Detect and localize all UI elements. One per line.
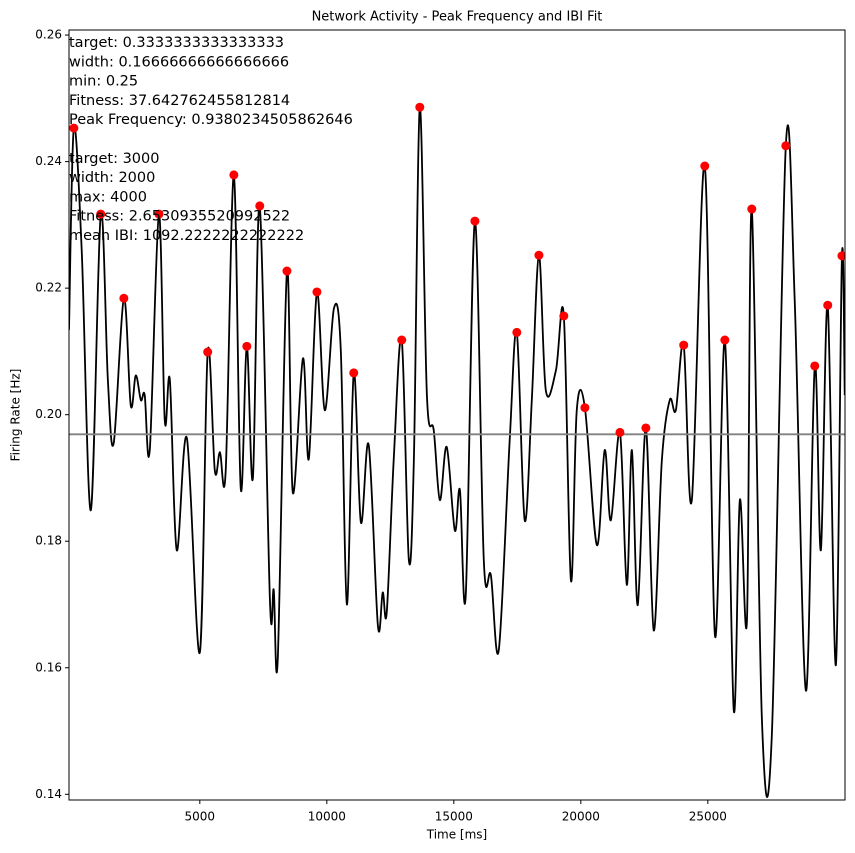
peak-marker xyxy=(154,209,164,219)
y-tick-label: 0.22 xyxy=(35,281,62,295)
peak-marker xyxy=(119,293,129,303)
peak-marker xyxy=(96,209,106,219)
peak-marker xyxy=(397,335,407,345)
peak-marker xyxy=(242,341,252,351)
peak-marker xyxy=(255,201,265,211)
annotation: Fitness: 37.642762455812814 xyxy=(69,93,290,109)
y-tick-label: 0.26 xyxy=(35,28,62,42)
annotation: width: 0.16666666666666666 xyxy=(69,54,289,70)
peak-marker xyxy=(470,216,480,226)
peak-marker xyxy=(559,311,569,321)
peak-marker xyxy=(534,250,544,260)
peak-marker xyxy=(203,347,213,357)
y-axis-label: Firing Rate [Hz] xyxy=(9,369,23,462)
annotation: min: 0.25 xyxy=(69,74,138,90)
x-tick-label: 10000 xyxy=(308,810,346,824)
peak-marker xyxy=(282,266,292,276)
annotation: Peak Frequency: 0.9380234505862646 xyxy=(69,112,353,128)
x-tick-label: 25000 xyxy=(689,810,727,824)
peak-marker xyxy=(349,368,359,378)
peak-marker xyxy=(720,335,730,345)
peak-marker xyxy=(229,170,239,180)
y-tick-label: 0.20 xyxy=(35,407,62,421)
annotation: width: 2000 xyxy=(69,170,155,186)
axes-frame xyxy=(68,29,846,801)
peak-marker xyxy=(580,403,590,413)
peak-marker xyxy=(615,427,625,437)
annotation: Fitness: 2.6530935520992522 xyxy=(69,209,290,225)
x-tick-label: 15000 xyxy=(435,810,473,824)
y-tick-label: 0.16 xyxy=(35,660,62,674)
annotation: target: 0.3333333333333333 xyxy=(69,35,284,51)
annotation: max: 4000 xyxy=(69,189,147,205)
activity-line xyxy=(69,106,845,798)
y-tick-label: 0.14 xyxy=(35,787,62,801)
peak-marker xyxy=(679,340,689,350)
y-tick-label: 0.24 xyxy=(35,154,62,168)
x-axis-label: Time [ms] xyxy=(426,828,488,842)
peak-marker xyxy=(810,361,820,371)
peak-marker xyxy=(837,251,845,261)
y-tick-label: 0.18 xyxy=(35,534,62,548)
peak-marker xyxy=(700,161,710,171)
annotation: mean IBI: 1092.2222222222222 xyxy=(69,228,304,244)
peak-marker xyxy=(781,141,791,151)
x-tick-label: 5000 xyxy=(185,810,216,824)
peak-marker xyxy=(823,300,833,310)
peak-marker xyxy=(641,423,651,433)
chart-title: Network Activity - Peak Frequency and IB… xyxy=(312,10,603,25)
peak-marker xyxy=(747,204,757,214)
peak-marker xyxy=(415,102,425,112)
peak-marker xyxy=(69,123,79,133)
peak-marker xyxy=(312,287,322,297)
x-tick-label: 20000 xyxy=(562,810,600,824)
peak-marker xyxy=(512,327,522,337)
annotation: target: 3000 xyxy=(69,151,159,167)
